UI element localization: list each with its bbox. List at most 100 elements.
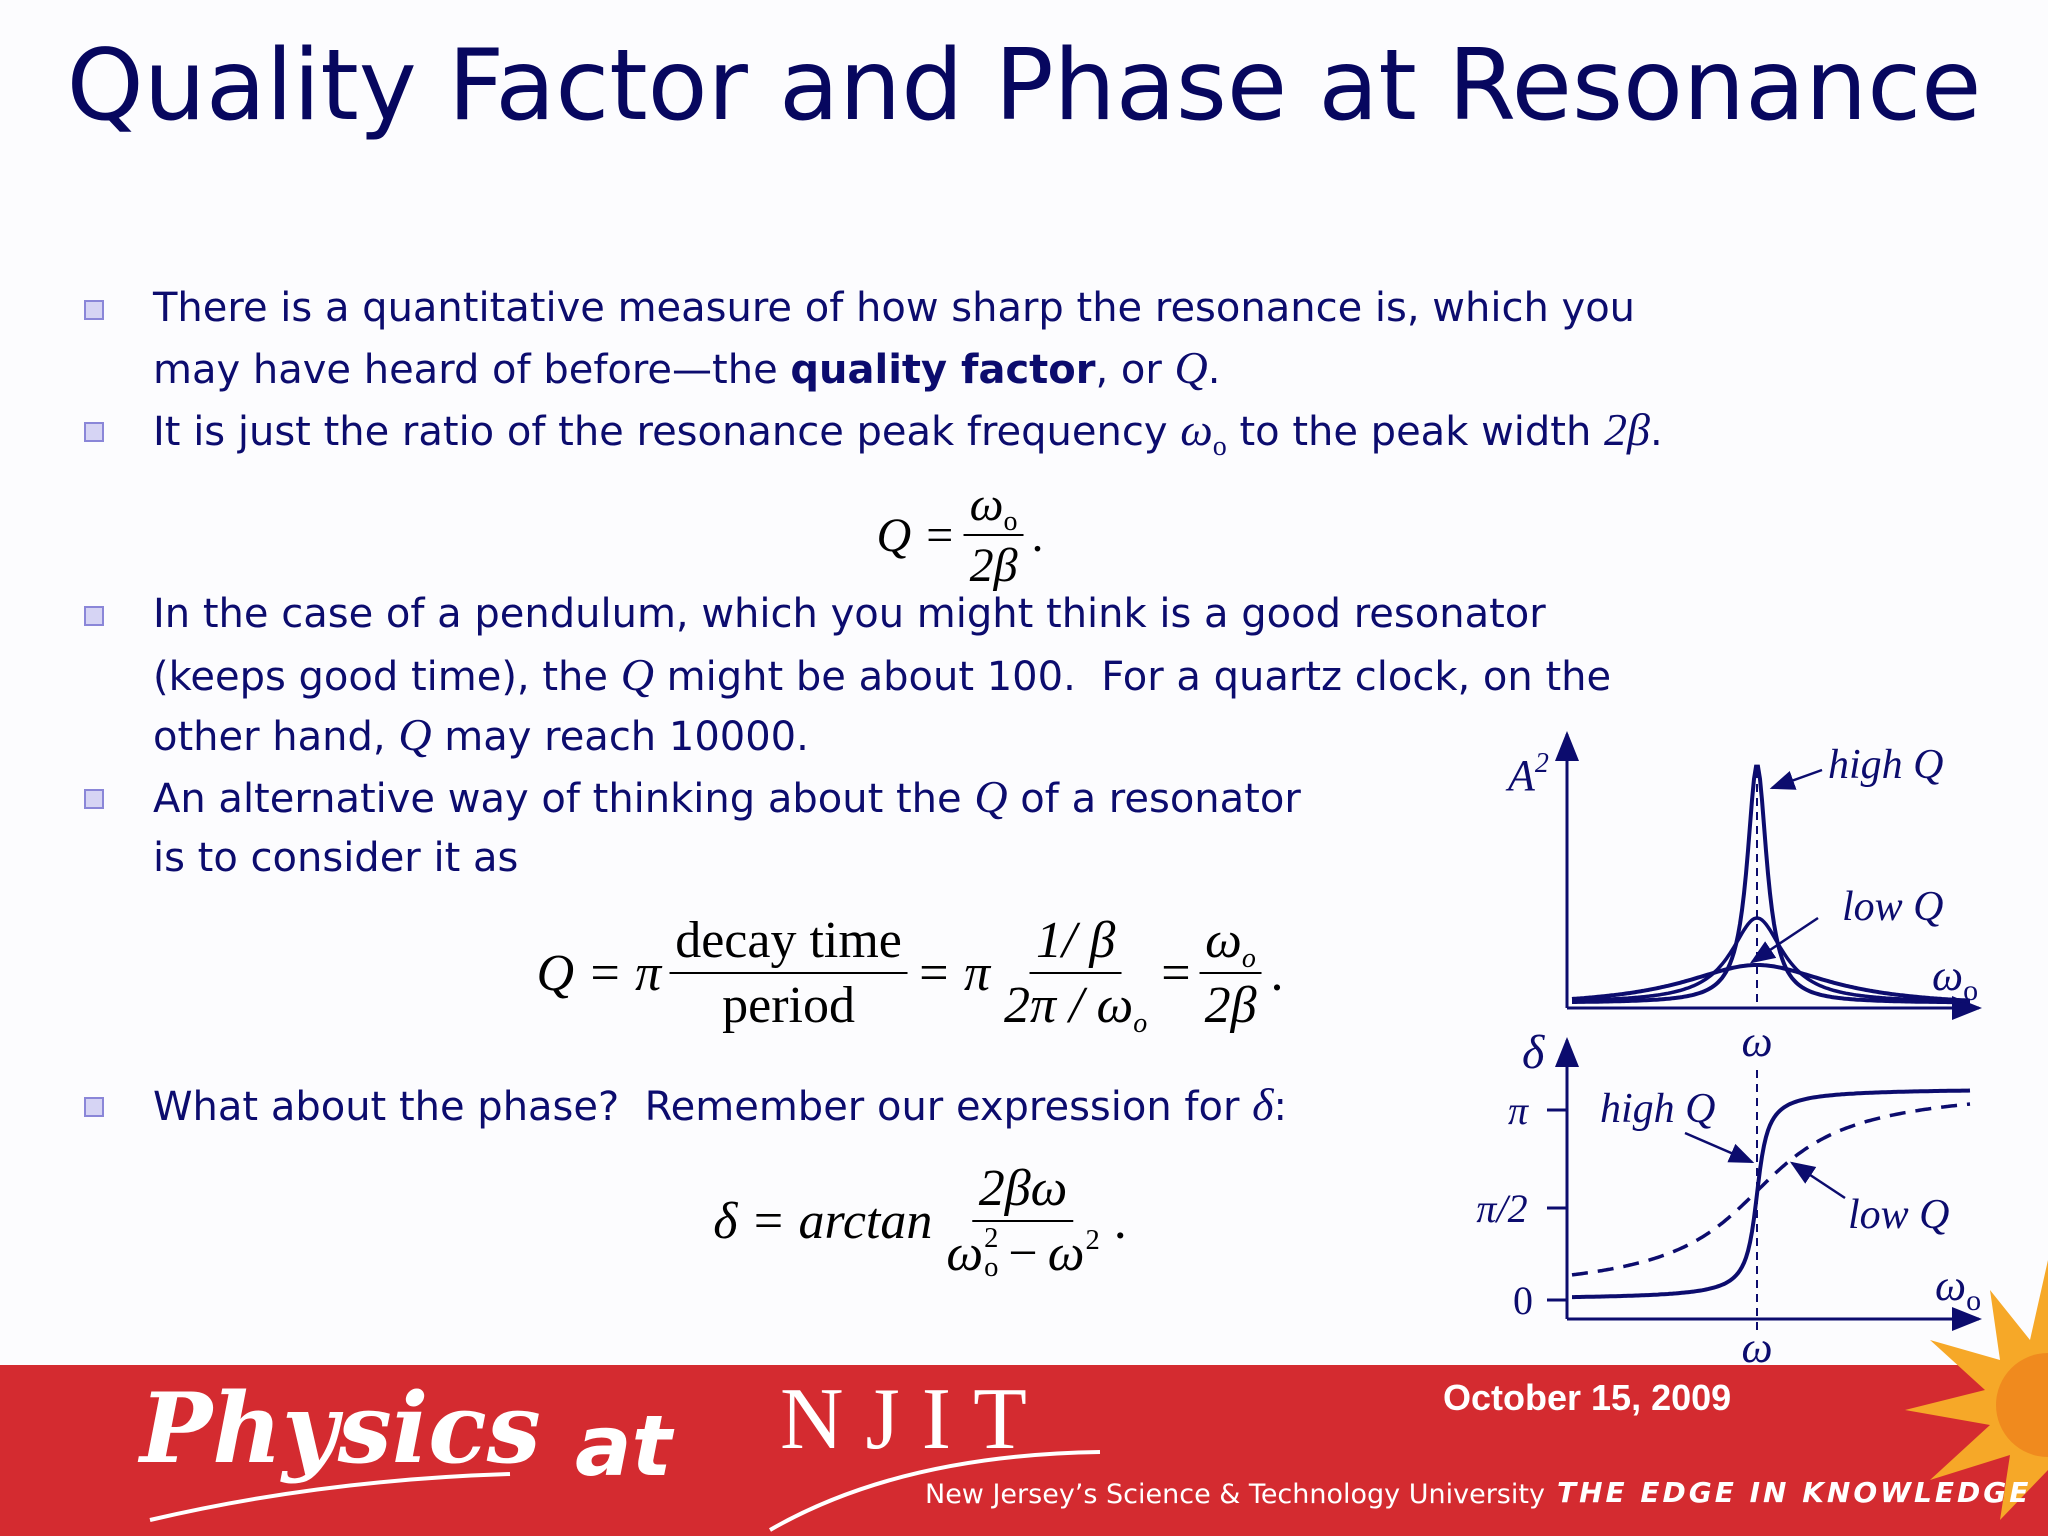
bold-term: quality factor <box>790 347 1096 393</box>
text: It is just the ratio of the resonance pe… <box>153 409 1181 455</box>
eq-text: 2β <box>1204 977 1257 1034</box>
text: of a resonator <box>1007 776 1301 822</box>
math: Q <box>620 649 654 700</box>
fraction: ωo 2β <box>1199 911 1263 1035</box>
bullet-marker <box>84 1097 104 1117</box>
axis-label: ωo <box>1935 1261 1981 1317</box>
eq-text: . <box>1270 944 1284 1002</box>
text: , or <box>1095 347 1175 393</box>
text: . <box>1649 409 1663 455</box>
text-line: may have heard of before—the quality fac… <box>153 338 1221 398</box>
math-sub: o <box>1212 431 1227 462</box>
math: Q <box>974 771 1008 822</box>
slide-title: Quality Factor and Phase at Resonance <box>66 29 1982 143</box>
text-line: What about the phase? Remember our expre… <box>153 1075 1287 1135</box>
fraction: 2βω ω 2 o − ω 2 <box>940 1159 1105 1283</box>
bullet-marker <box>84 422 104 442</box>
curve <box>1571 1102 1971 1277</box>
text: to the peak width <box>1226 409 1605 455</box>
text-line: is to consider it as <box>153 828 518 888</box>
eq-text: 2 <box>1085 1225 1100 1257</box>
eq-text: ω <box>1047 1225 1085 1282</box>
eq-text: o <box>1133 1008 1148 1039</box>
eq-text: . <box>1031 508 1044 562</box>
eq-text: ω <box>946 1225 984 1282</box>
eq-text: 2βω <box>972 1159 1074 1222</box>
text: may reach 10000. <box>431 714 809 760</box>
eq-text: 2β <box>969 539 1018 592</box>
arrow <box>1789 1161 1846 1200</box>
tick-label: 0 <box>1513 1278 1533 1323</box>
equation: δ = arctan 2βω ω 2 o − ω 2 . <box>713 1159 1126 1283</box>
eq-text: = <box>1161 944 1191 1002</box>
label: 2 <box>1535 748 1549 779</box>
eq-text: ω <box>969 478 1004 531</box>
label: o <box>1966 1284 1981 1317</box>
curve <box>1571 963 1971 1003</box>
tick-label: π/2 <box>1476 1186 1527 1231</box>
text-line: It is just the ratio of the resonance pe… <box>153 400 1663 462</box>
text: In the case of a pendulum, which you mig… <box>153 591 1546 637</box>
math: δ <box>1252 1079 1274 1130</box>
date: October 15, 2009 <box>1443 1377 1731 1418</box>
label: ω <box>1932 951 1963 1000</box>
equation: Q = π decay time period = π 1/ β 2π / ωo =… <box>536 911 1284 1039</box>
curve-label: high Q <box>1600 1086 1716 1132</box>
text: is to consider it as <box>153 835 519 881</box>
label: o <box>1963 974 1978 1007</box>
eq-text: o <box>1003 506 1018 537</box>
text: might be about 100. For a quartz clock, … <box>653 654 1612 700</box>
eq-text: decay time <box>669 911 908 974</box>
math: Q <box>398 709 432 760</box>
text-line: There is a quantitative measure of how s… <box>153 278 1635 338</box>
equation: Q = ωo 2β . <box>877 477 1044 593</box>
math: 2β <box>1604 404 1650 455</box>
slogan: THE EDGE IN KNOWLEDGE <box>1557 1476 2031 1509</box>
text-line: An alternative way of thinking about the… <box>153 767 1301 827</box>
footer-brand: Physics at NJIT New Jersey’s Science & T… <box>137 1371 2031 1532</box>
math: ω <box>1180 404 1213 455</box>
eq-text: Q = π <box>536 944 662 1002</box>
eq-text: period <box>722 977 855 1034</box>
curve <box>1572 916 1970 1003</box>
text-line: In the case of a pendulum, which you mig… <box>153 584 1546 644</box>
tick-label: π <box>1508 1088 1529 1133</box>
text: other hand, <box>153 714 399 760</box>
text: An alternative way of thinking about the <box>153 776 975 822</box>
text: (keeps good time), the <box>153 654 621 700</box>
eq-text: − <box>1008 1225 1038 1282</box>
axis-label: ω <box>1741 1017 1772 1066</box>
text: There is a quantitative measure of how s… <box>153 285 1636 331</box>
bullet-marker <box>84 789 104 809</box>
eq-text: ω <box>1205 912 1242 969</box>
eq-text: = π <box>915 944 991 1002</box>
eq-text: o <box>984 1251 999 1283</box>
curve-label: high Q <box>1828 742 1944 788</box>
arrow <box>1749 916 1819 964</box>
bullet-marker <box>84 300 104 320</box>
brand: Physics <box>137 1372 541 1485</box>
arrow <box>1769 768 1823 790</box>
text-line: other hand, Q may reach 10000. <box>153 705 809 765</box>
axis-label: A2 <box>1505 748 1549 800</box>
eq-text: δ = arctan <box>713 1192 933 1250</box>
curve-label: low Q <box>1848 1192 1950 1238</box>
footer <box>0 1365 2048 1536</box>
text: What about the phase? Remember our expre… <box>153 1084 1253 1130</box>
text: may have heard of before—the <box>153 347 791 393</box>
fraction: 1/ β 2π / ωo <box>998 911 1153 1039</box>
axis-label: ωo <box>1932 951 1978 1007</box>
axis-label: δ <box>1522 1026 1545 1079</box>
eq-text: 2π / ω <box>1004 977 1134 1034</box>
text: . <box>1207 347 1221 393</box>
eq-text: . <box>1113 1192 1127 1250</box>
logo: NJIT <box>780 1371 1049 1468</box>
text: : <box>1273 1084 1288 1130</box>
sun-logo <box>1905 1260 2048 1520</box>
fraction: ωo 2β <box>963 477 1024 593</box>
bullet-marker <box>84 606 104 626</box>
tagline: New Jersey’s Science & Technology Univer… <box>925 1479 1545 1510</box>
brand: at <box>575 1397 675 1495</box>
eq-text: 2 <box>984 1222 999 1254</box>
